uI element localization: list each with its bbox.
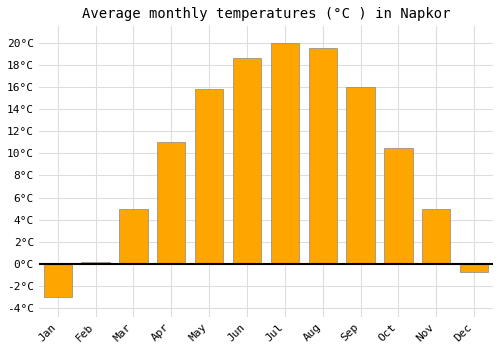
Bar xyxy=(233,58,261,264)
Bar xyxy=(308,48,337,264)
Bar xyxy=(422,209,450,264)
Bar xyxy=(195,89,224,264)
Bar xyxy=(346,87,375,264)
Bar xyxy=(460,264,488,272)
Bar xyxy=(270,43,299,264)
Bar xyxy=(157,142,186,264)
Bar xyxy=(119,209,148,264)
Title: Average monthly temperatures (°C ) in Napkor: Average monthly temperatures (°C ) in Na… xyxy=(82,7,450,21)
Bar xyxy=(384,148,412,264)
Bar xyxy=(82,261,110,264)
Bar xyxy=(44,264,72,297)
